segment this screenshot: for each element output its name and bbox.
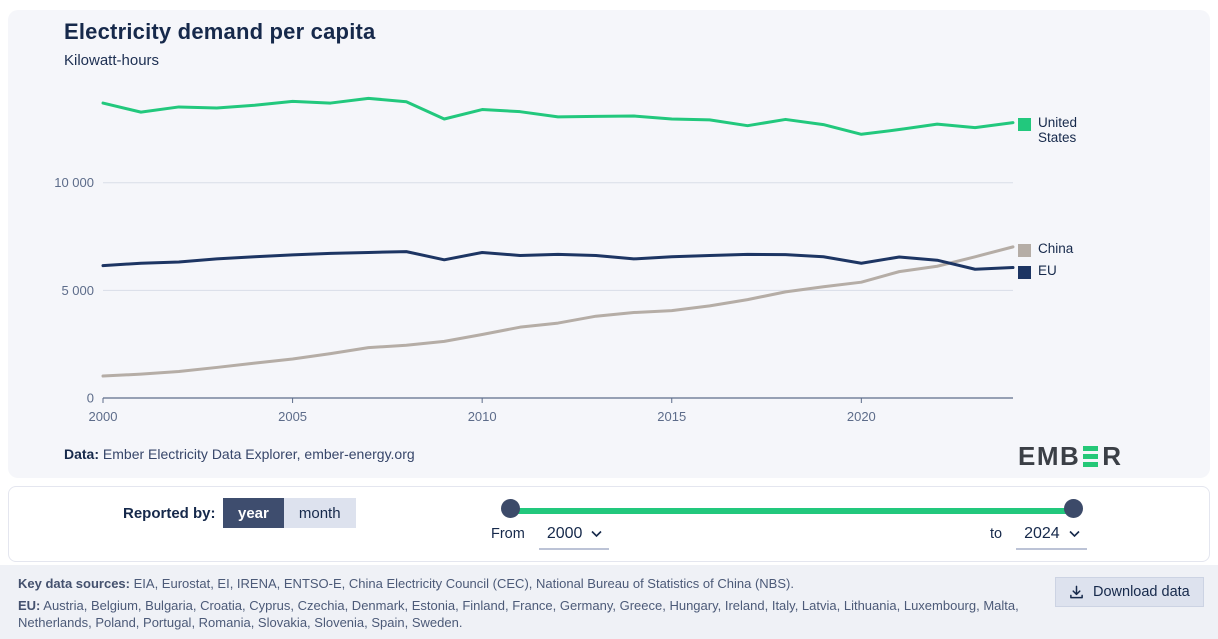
to-label: to (990, 526, 1003, 542)
key-data-sources-text: EIA, Eurostat, EI, IRENA, ENTSO-E, China… (130, 576, 794, 591)
eu-members-text: Austria, Belgium, Bulgaria, Croatia, Cyp… (18, 598, 1019, 630)
toggle-option-month[interactable]: month (283, 498, 356, 528)
legend-swatch-united-states (1018, 118, 1031, 131)
series-line-united-states[interactable] (101, 96, 1015, 136)
to-year-value: 2024 (1024, 525, 1060, 542)
footer: Key data sources: EIA, Eurostat, EI, IRE… (0, 565, 1218, 639)
year-range-slider-track[interactable] (510, 508, 1073, 514)
ember-logo-e-icon (1083, 446, 1099, 467)
data-attribution-label: Data: (64, 446, 100, 462)
year-range-slider-handle-to[interactable] (1064, 499, 1083, 518)
x-tick-label: 2010 (468, 409, 497, 424)
data-attribution-text: Ember Electricity Data Explorer, ember-e… (99, 446, 415, 462)
legend-label: China (1038, 241, 1074, 256)
reported-by-toggle: year month (223, 498, 356, 528)
reported-by-label: Reported by: (123, 505, 216, 522)
chevron-down-icon (591, 530, 603, 538)
from-label: From (491, 526, 525, 542)
chevron-down-icon (1069, 530, 1080, 538)
key-data-sources-label: Key data sources: (18, 576, 130, 591)
ember-logo-text-left: EMB (1018, 441, 1081, 471)
series-line-china[interactable] (101, 245, 1015, 378)
range-from-group: From 2000 (491, 525, 610, 550)
from-year-dropdown[interactable]: 2000 (538, 525, 610, 550)
chart-subtitle: Kilowatt-hours (64, 52, 160, 69)
eu-label: EU: (18, 598, 41, 613)
legend-label: United States (1038, 115, 1078, 145)
x-tick-label: 2005 (278, 409, 307, 424)
eu-members-note: EU: Austria, Belgium, Bulgaria, Croatia,… (18, 598, 1033, 632)
from-year-value: 2000 (546, 525, 583, 542)
legend-swatch-china (1018, 244, 1031, 257)
chart-title: Electricity demand per capita (64, 19, 376, 44)
y-tick-label: 10 000 (54, 175, 94, 190)
x-tick-label: 2000 (89, 409, 118, 424)
key-data-sources: Key data sources: EIA, Eurostat, EI, IRE… (18, 576, 794, 593)
legend-label: EU (1038, 263, 1057, 278)
download-button-label: Download data (1093, 584, 1190, 600)
x-tick-label: 2020 (847, 409, 876, 424)
toggle-option-year[interactable]: year (223, 498, 284, 528)
to-year-dropdown[interactable]: 2024 (1016, 525, 1087, 550)
y-tick-label: 5 000 (61, 283, 94, 298)
range-to-group: to 2024 (990, 525, 1087, 550)
x-tick-label: 2015 (657, 409, 686, 424)
download-data-button[interactable]: Download data (1055, 577, 1204, 607)
controls-card: Reported by: year month From 2000 to 202… (8, 486, 1210, 562)
ember-logo-text-right: R (1102, 441, 1123, 471)
y-tick-label: 0 (87, 391, 94, 406)
legend-item-china[interactable]: China (1018, 241, 1102, 257)
ember-logo: EMB R (1018, 441, 1123, 472)
legend-item-united-states[interactable]: United States (1018, 115, 1102, 146)
year-range-slider-handle-from[interactable] (501, 499, 520, 518)
legend-item-eu[interactable]: EU (1018, 263, 1102, 279)
legend-swatch-eu (1018, 266, 1031, 279)
chart-plot[interactable]: 0 5 000 10 000 2000 2005 2010 2015 2020 (8, 10, 1210, 478)
chart-card: 0 5 000 10 000 2000 2005 2010 2015 2020 Electri… (8, 10, 1210, 478)
series-line-eu[interactable] (101, 250, 1015, 271)
data-attribution: Data: Ember Electricity Data Explorer, e… (64, 446, 415, 462)
download-icon (1070, 585, 1083, 598)
